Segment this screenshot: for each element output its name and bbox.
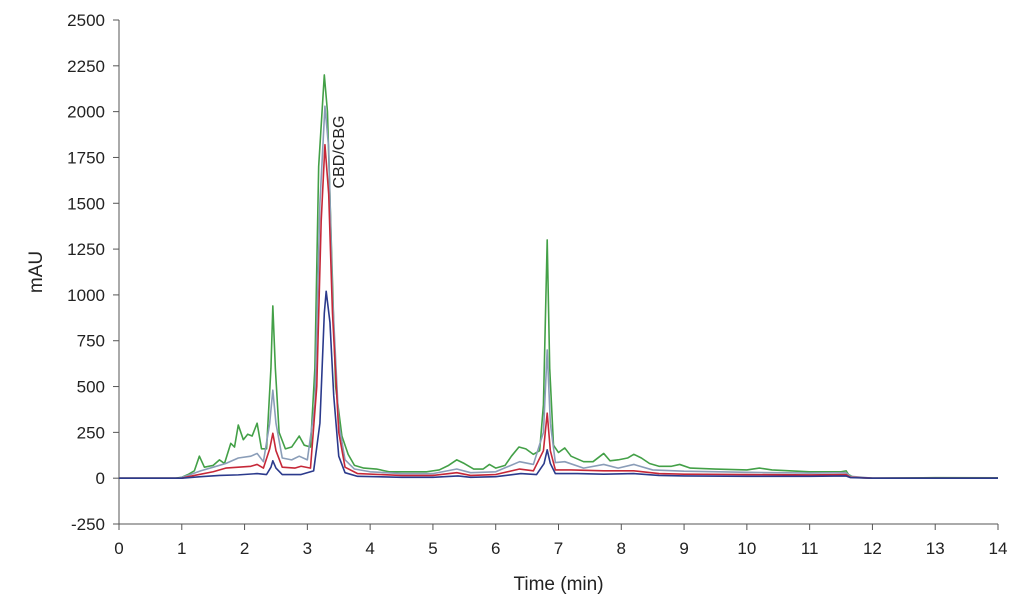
x-tick-label: 5 bbox=[428, 539, 437, 558]
peak-annotation-cbd-cbg: CBD/CBG bbox=[331, 116, 348, 189]
x-tick-label: 10 bbox=[737, 539, 756, 558]
series-line-4 bbox=[119, 290, 998, 479]
y-tick-label: 500 bbox=[77, 378, 105, 397]
x-tick-label: 12 bbox=[863, 539, 882, 558]
x-tick-label: 13 bbox=[926, 539, 945, 558]
x-tick-label: 8 bbox=[617, 539, 626, 558]
series-line-2 bbox=[119, 105, 998, 479]
x-axis-title: Time (min) bbox=[513, 574, 603, 595]
x-tick-label: 3 bbox=[303, 539, 312, 558]
axes-layer bbox=[118, 20, 998, 525]
y-tick-label: 2250 bbox=[67, 57, 105, 76]
x-tick-label: 11 bbox=[801, 539, 819, 558]
y-tick-label: 750 bbox=[77, 332, 105, 351]
y-tick-label: 0 bbox=[96, 469, 105, 488]
ticks-layer: -250025050075010001250150017502000225025… bbox=[67, 11, 1007, 558]
y-tick-label: -250 bbox=[71, 515, 105, 534]
x-tick-label: 7 bbox=[554, 539, 563, 558]
y-tick-label: 2500 bbox=[67, 11, 105, 30]
y-tick-label: 1750 bbox=[67, 148, 105, 167]
series-line-1 bbox=[119, 74, 999, 479]
x-tick-label: 6 bbox=[491, 539, 500, 558]
x-tick-label: 2 bbox=[240, 539, 249, 558]
x-tick-label: 4 bbox=[365, 539, 374, 558]
x-tick-label: 9 bbox=[679, 539, 688, 558]
y-tick-label: 2000 bbox=[67, 103, 105, 122]
y-tick-label: 1000 bbox=[67, 286, 105, 305]
annotation-layer: CBD/CBG bbox=[331, 116, 348, 189]
y-tick-label: 1250 bbox=[67, 240, 105, 259]
labels-layer: mAU Time (min) bbox=[26, 251, 604, 595]
x-tick-label: 0 bbox=[114, 539, 123, 558]
y-tick-label: 250 bbox=[77, 423, 105, 442]
series-layer bbox=[119, 74, 999, 479]
y-axis-title: mAU bbox=[26, 251, 47, 293]
x-tick-label: 14 bbox=[989, 539, 1008, 558]
series-line-3 bbox=[119, 143, 998, 479]
y-tick-label: 1500 bbox=[67, 194, 105, 213]
x-tick-label: 1 bbox=[177, 539, 186, 558]
